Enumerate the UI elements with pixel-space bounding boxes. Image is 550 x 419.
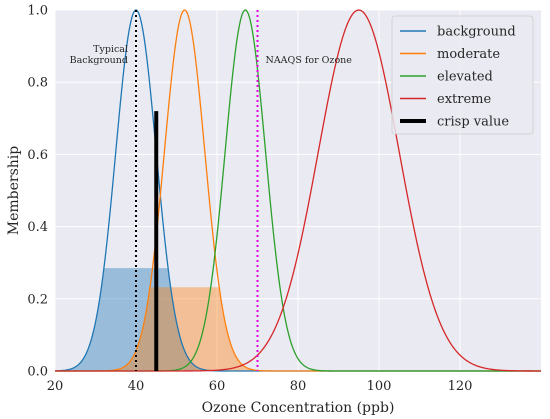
legend-label: moderate (437, 47, 500, 62)
y-tick-label: 0.0 (27, 365, 48, 380)
x-tick-label: 80 (290, 379, 307, 394)
x-tick-label: 100 (367, 379, 392, 394)
legend-label: extreme (437, 92, 491, 107)
reference-label: Typical (93, 44, 128, 55)
x-tick-label: 60 (209, 379, 226, 394)
reference-label: NAAQS for Ozone (266, 55, 353, 66)
legend-frame (391, 15, 534, 135)
x-tick-label: 20 (47, 379, 64, 394)
y-tick-label: 0.6 (27, 148, 48, 163)
legend-label: elevated (437, 70, 493, 85)
reference-label: Background (70, 55, 128, 66)
filled-regions (55, 268, 541, 371)
y-tick-label: 1.0 (27, 4, 48, 19)
legend: background moderate elevated extreme crisp v… (391, 15, 534, 135)
legend-label: background (437, 25, 516, 40)
filled-region-moderate (55, 287, 541, 371)
y-tick-label: 0.8 (27, 76, 48, 91)
x-tick-label: 120 (448, 379, 473, 394)
filled-region-background (55, 268, 541, 371)
tick-labels: 20 40 60 80 100 120 0.0 0.2 0.4 0.6 0.8 1.0 (27, 4, 472, 395)
x-tick-label: 40 (128, 379, 145, 394)
y-tick-label: 0.2 (27, 292, 48, 307)
x-axis-label: Ozone Concentration (ppb) (202, 400, 395, 416)
y-axis-label: Membership (6, 146, 22, 236)
legend-label: crisp value (437, 115, 509, 130)
y-tick-label: 0.4 (27, 220, 48, 235)
